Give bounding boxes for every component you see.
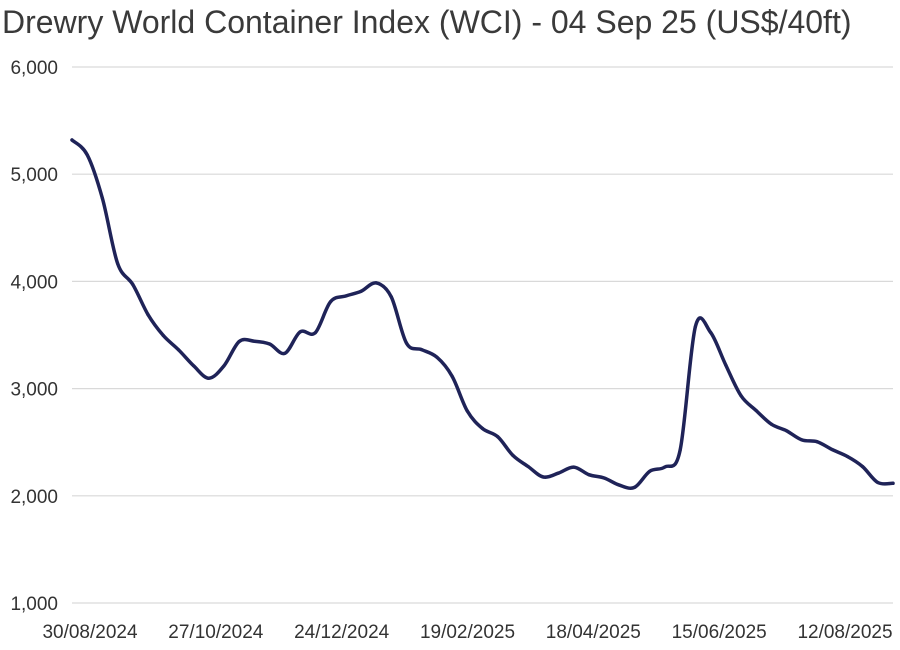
y-tick-label: 6,000 xyxy=(10,58,58,79)
x-tick-label: 12/08/2025 xyxy=(797,622,892,643)
x-tick-label: 24/12/2024 xyxy=(294,622,390,643)
data-point xyxy=(404,341,409,345)
chart-title: Drewry World Container Index (WCI) - 04 … xyxy=(2,4,852,40)
x-tick-label: 19/02/2025 xyxy=(420,622,515,643)
data-point xyxy=(663,465,667,469)
data-point xyxy=(769,422,774,426)
data-point xyxy=(891,481,895,485)
data-point xyxy=(678,448,682,452)
data-point xyxy=(252,339,256,343)
y-tick-label: 4,000 xyxy=(10,272,58,293)
data-point xyxy=(572,465,576,469)
data-point xyxy=(70,138,74,142)
data-point xyxy=(161,333,165,337)
data-point xyxy=(845,454,850,459)
gridlines xyxy=(72,66,893,604)
data-point xyxy=(465,409,469,413)
data-point xyxy=(602,476,606,480)
data-point xyxy=(511,453,515,457)
data-point xyxy=(207,376,211,380)
data-point xyxy=(648,469,652,473)
data-point xyxy=(876,480,880,485)
data-point xyxy=(344,294,348,298)
data-point xyxy=(724,363,728,367)
data-point xyxy=(587,473,591,477)
x-tick-label: 18/04/2025 xyxy=(546,622,641,643)
y-tick-label: 1,000 xyxy=(10,594,58,615)
data-point xyxy=(709,330,713,334)
data-point xyxy=(800,438,804,442)
data-point xyxy=(693,325,698,329)
data-point xyxy=(313,331,317,335)
data-point xyxy=(268,342,272,346)
data-point xyxy=(176,348,180,352)
series-layer xyxy=(70,138,895,490)
data-point xyxy=(830,448,834,452)
data-point xyxy=(359,289,363,293)
data-point xyxy=(116,261,120,265)
y-tick-label: 2,000 xyxy=(10,487,58,508)
data-point xyxy=(785,429,789,433)
data-point xyxy=(85,153,89,157)
data-point xyxy=(435,355,439,359)
y-axis-tick-labels: 1,000 2,000 3,000 4,000 5,000 6,000 xyxy=(10,58,58,615)
data-point xyxy=(237,339,241,344)
y-tick-label: 3,000 xyxy=(10,380,58,401)
data-point xyxy=(861,465,865,469)
data-point xyxy=(222,364,226,368)
data-point xyxy=(526,464,530,469)
data-point xyxy=(632,485,637,489)
data-point xyxy=(131,282,135,287)
x-tick-label: 27/10/2024 xyxy=(168,622,264,643)
series-line xyxy=(70,138,895,490)
data-point xyxy=(283,351,287,355)
data-point xyxy=(374,281,378,285)
data-point xyxy=(617,483,621,487)
data-point xyxy=(420,348,424,352)
data-point xyxy=(815,440,819,444)
data-point xyxy=(100,196,104,200)
data-point xyxy=(450,374,454,378)
data-point xyxy=(298,330,302,334)
x-tick-label: 30/08/2024 xyxy=(42,622,138,643)
data-point xyxy=(556,471,561,475)
data-point xyxy=(739,394,743,398)
x-axis-tick-labels: 30/08/2024 27/10/2024 24/12/2024 19/02/2025… xyxy=(42,622,892,643)
data-point xyxy=(192,364,196,368)
data-point xyxy=(146,313,150,317)
data-point xyxy=(328,300,333,304)
data-point xyxy=(480,426,485,431)
data-point xyxy=(496,435,500,439)
x-tick-label: 15/06/2025 xyxy=(672,622,767,643)
data-point xyxy=(541,475,545,479)
data-point xyxy=(389,295,393,299)
y-tick-label: 5,000 xyxy=(10,165,58,186)
data-point xyxy=(754,409,758,413)
